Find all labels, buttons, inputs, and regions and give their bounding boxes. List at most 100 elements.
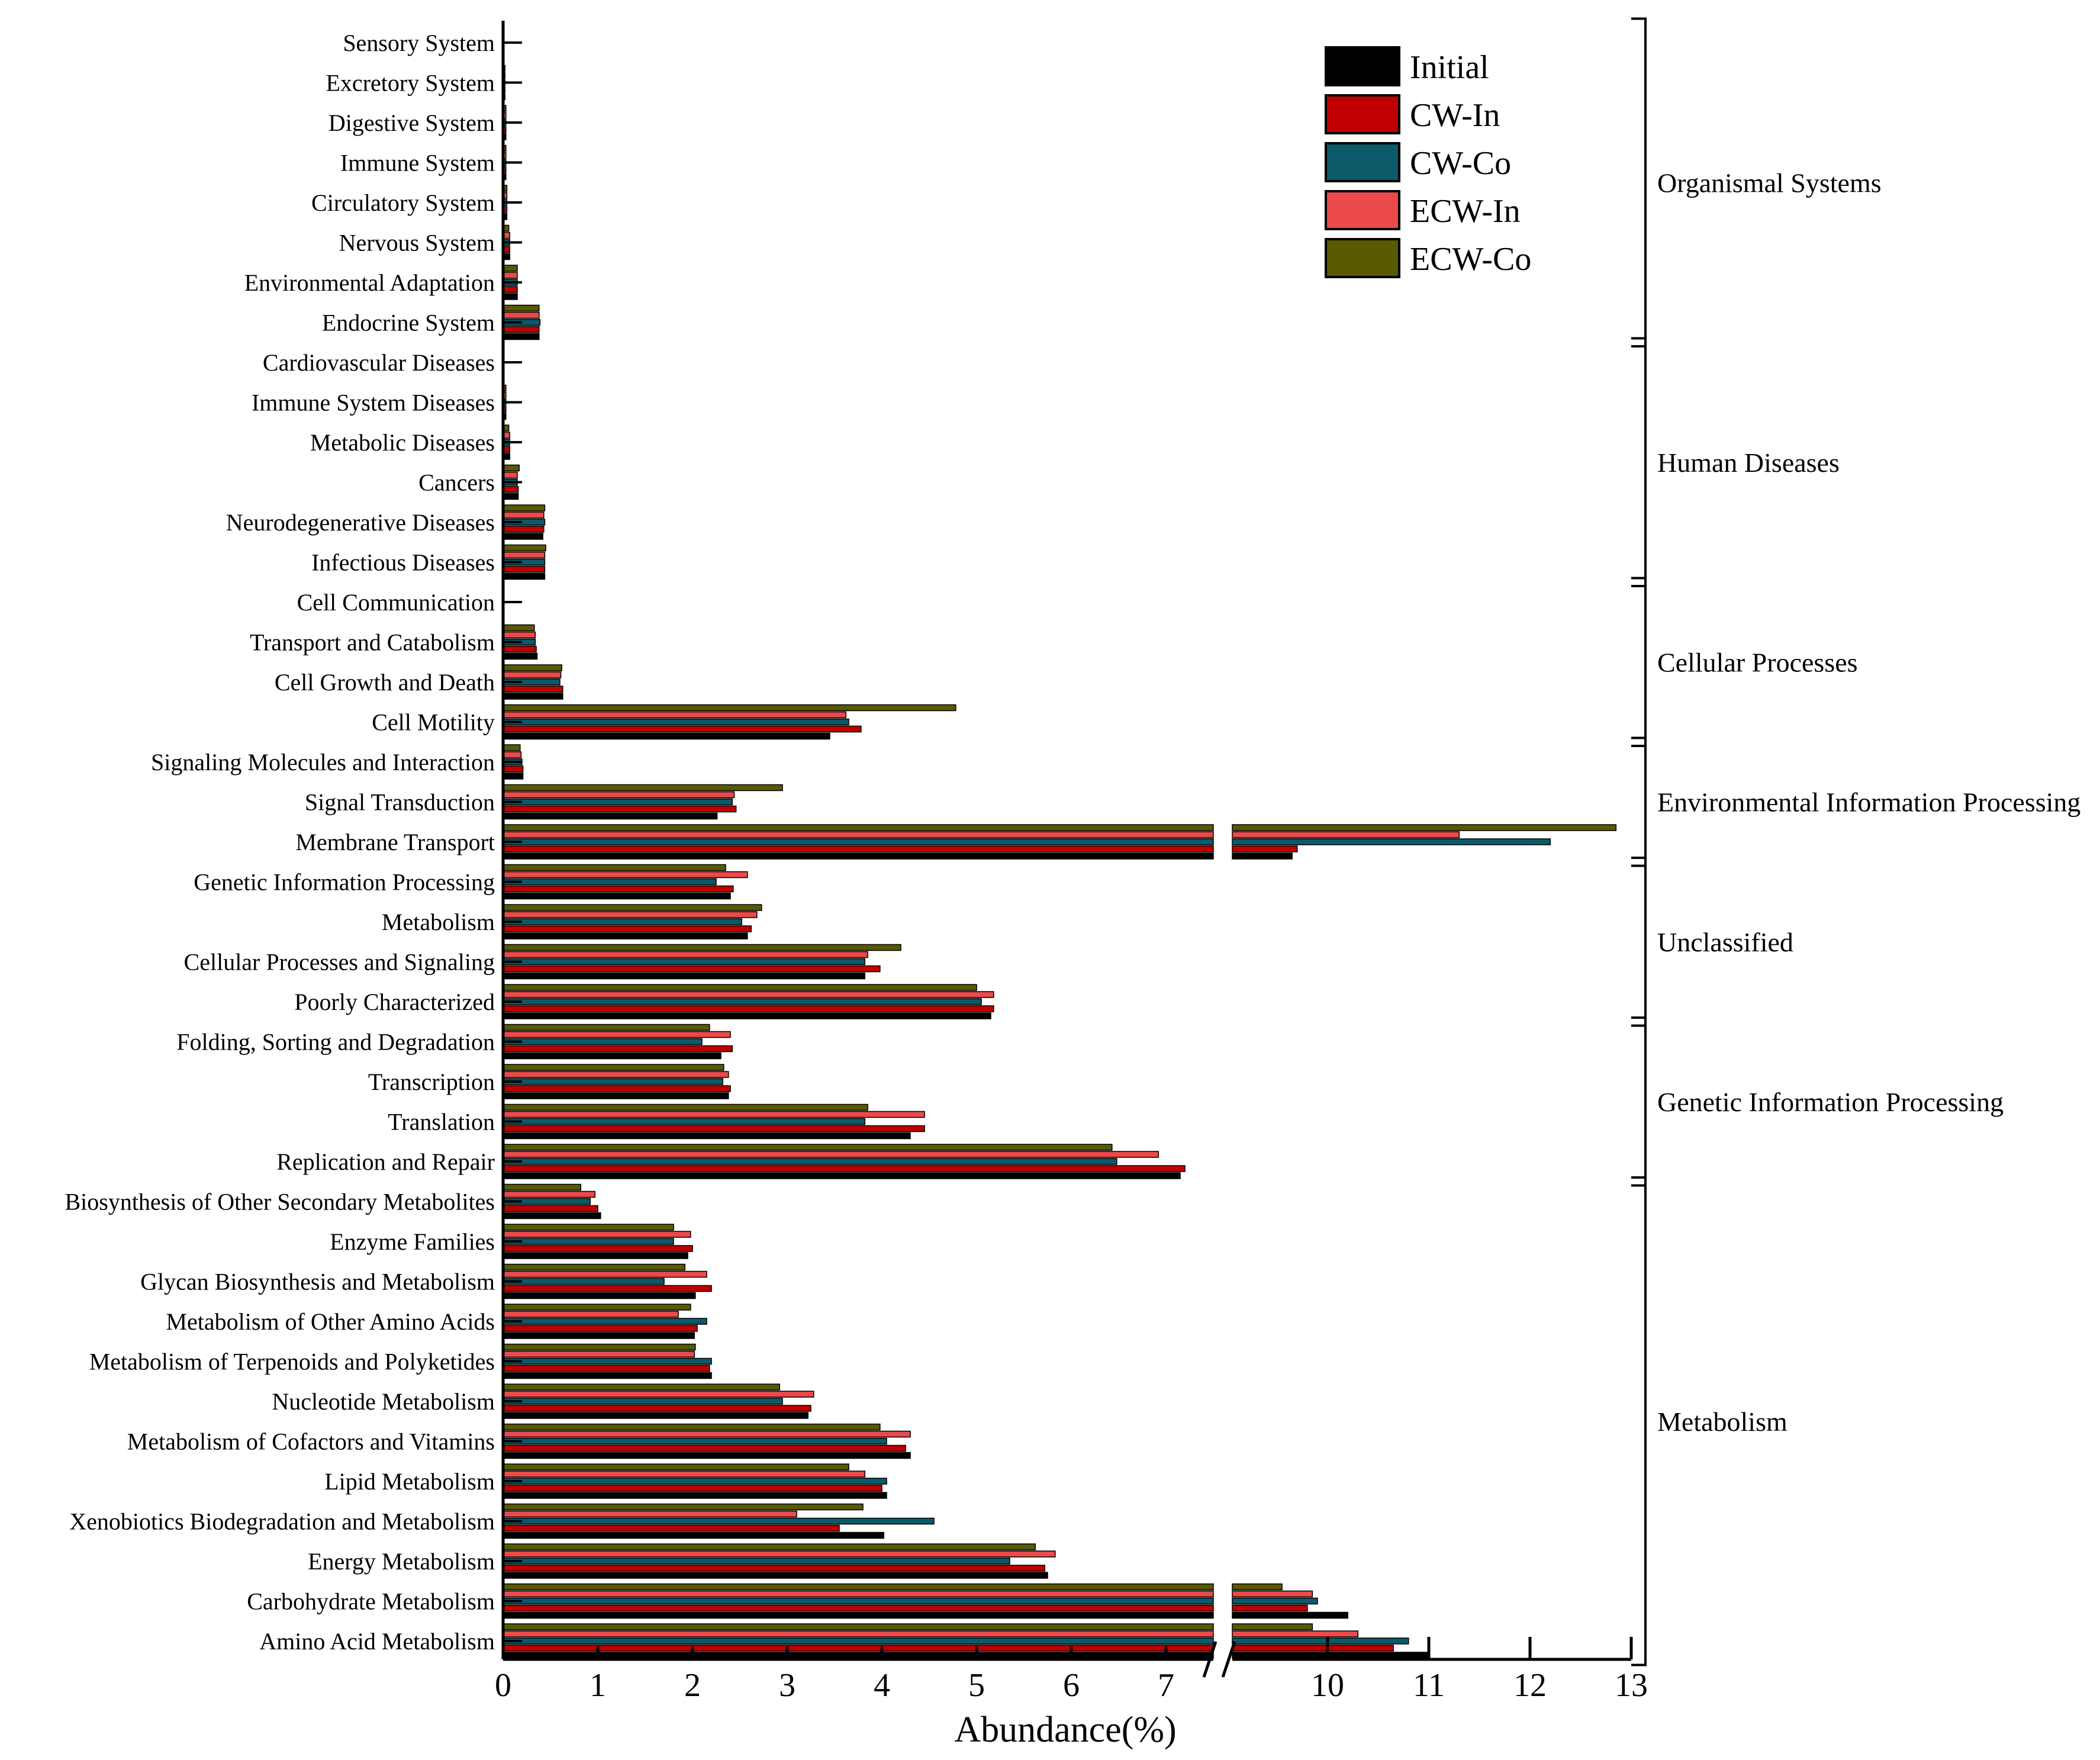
- bar-enzyme-families-cw-in: [503, 1245, 693, 1252]
- bar-metabolism-of-cofactors-and-vitamins-initial: [503, 1452, 911, 1459]
- bar-metabolism-of-other-amino-acids-ecw-in: [503, 1311, 679, 1318]
- bar-cell-motility-cw-in: [503, 725, 862, 733]
- category-label-digestive-system: Digestive System: [328, 110, 495, 136]
- bar-carbohydrate-metabolism-ecw-co-cont: [1232, 1583, 1283, 1591]
- group-bracket-genetic-information-processing: [1631, 1016, 1647, 1187]
- axes-layer: 0 1 2 3 4 5 6 7 10 11 12 13: [495, 21, 1648, 1704]
- bars-layer: [503, 25, 1617, 1659]
- bar-translation-ecw-co: [503, 1103, 868, 1111]
- bar-replication-and-repair-cw-co: [503, 1158, 1117, 1165]
- bar-metabolism-of-cofactors-and-vitamins-cw-in: [503, 1444, 906, 1452]
- bar-biosynthesis-of-other-secondary-metabolites-cw-in: [503, 1205, 598, 1212]
- bar-membrane-transport-ecw-co: [503, 824, 1214, 831]
- bar-xenobiotics-biodegradation-and-metabolism-ecw-in: [503, 1510, 797, 1518]
- legend-swatch-initial: [1325, 46, 1400, 86]
- group-label-human-diseases: Human Diseases: [1657, 448, 1840, 478]
- bar-lipid-metabolism-ecw-co: [503, 1463, 849, 1471]
- bar-transcription-initial: [503, 1092, 729, 1099]
- legend-swatch-ecw-in: [1325, 190, 1400, 230]
- bar-translation-initial: [503, 1132, 911, 1140]
- bar-transport-and-catabolism-initial: [503, 652, 538, 660]
- bar-amino-acid-metabolism-cw-in-cont: [1232, 1645, 1394, 1652]
- category-label-infectious-diseases: Infectious Diseases: [311, 549, 495, 576]
- group-label-cellular-processes: Cellular Processes: [1657, 647, 1858, 677]
- category-label-cell-growth-and-death: Cell Growth and Death: [275, 669, 495, 696]
- bar-infectious-diseases-ecw-in: [503, 551, 546, 559]
- bar-signal-transduction-ecw-in: [503, 791, 735, 799]
- bar-metabolism-of-other-amino-acids-cw-co: [503, 1318, 707, 1325]
- bar-glycan-biosynthesis-and-metabolism-ecw-in: [503, 1270, 707, 1278]
- bar-energy-metabolism-ecw-co: [503, 1543, 1036, 1550]
- group-label-unclassified: Unclassified: [1657, 927, 1793, 957]
- legend-label-initial: Initial: [1410, 49, 1489, 86]
- bar-poorly-characterized-ecw-co: [503, 984, 977, 991]
- bar-environmental-adaptation-ecw-in: [503, 272, 518, 279]
- bar-metabolism-ecw-in: [503, 911, 758, 918]
- category-label-cell-motility: Cell Motility: [372, 709, 495, 736]
- bar-poorly-characterized-cw-co: [503, 998, 982, 1005]
- bar-cell-motility-initial: [503, 732, 830, 740]
- bar-biosynthesis-of-other-secondary-metabolites-ecw-co: [503, 1183, 581, 1191]
- category-label-endocrine-system: Endocrine System: [322, 310, 495, 336]
- bar-environmental-adaptation-initial: [503, 293, 518, 300]
- bar-biosynthesis-of-other-secondary-metabolites-initial: [503, 1212, 601, 1220]
- bar-membrane-transport-ecw-co-cont: [1232, 824, 1617, 831]
- bar-genetic-information-processing-initial: [503, 892, 731, 900]
- axis-break-mark: [1221, 1641, 1236, 1678]
- bar-poorly-characterized-cw-in: [503, 1005, 994, 1012]
- group-bracket-metabolism: [1631, 1176, 1647, 1666]
- legend: Initial CW-In CW-Co ECW-In ECW-Co: [1325, 46, 1531, 278]
- x-tick-label: 4: [874, 1667, 890, 1704]
- x-tick-label: 3: [779, 1667, 795, 1704]
- category-label-nucleotide-metabolism: Nucleotide Metabolism: [272, 1388, 495, 1415]
- category-label-metabolism-of-terpenoids-and-polyketides: Metabolism of Terpenoids and Polyketides: [89, 1349, 495, 1375]
- bar-lipid-metabolism-initial: [503, 1492, 887, 1499]
- bar-genetic-information-processing-cw-co: [503, 878, 717, 886]
- x-tick-label: 13: [1615, 1667, 1648, 1704]
- group-label-genetic-information-processing: Genetic Information Processing: [1657, 1087, 2004, 1117]
- bar-xenobiotics-biodegradation-and-metabolism-cw-co: [503, 1517, 935, 1525]
- bar-folding-sorting-and-degradation-ecw-co: [503, 1024, 710, 1031]
- bar-energy-metabolism-initial: [503, 1572, 1048, 1579]
- bar-folding-sorting-and-degradation-cw-in: [503, 1045, 733, 1053]
- bar-replication-and-repair-cw-in: [503, 1165, 1186, 1172]
- bar-metabolism-of-other-amino-acids-cw-in: [503, 1325, 698, 1332]
- category-label-circulatory-system: Circulatory System: [311, 189, 495, 216]
- bar-poorly-characterized-initial: [503, 1012, 991, 1019]
- category-label-signal-transduction: Signal Transduction: [305, 789, 495, 816]
- bar-enzyme-families-initial: [503, 1252, 688, 1259]
- bar-transcription-ecw-co: [503, 1064, 724, 1071]
- category-label-genetic-information-processing: Genetic Information Processing: [194, 869, 495, 896]
- legend-label-ecw-co: ECW-Co: [1410, 241, 1531, 278]
- category-label-lipid-metabolism: Lipid Metabolism: [324, 1468, 495, 1495]
- bar-metabolism-of-terpenoids-and-polyketides-ecw-co: [503, 1343, 696, 1351]
- bar-carbohydrate-metabolism-ecw-co: [503, 1583, 1214, 1591]
- bar-glycan-biosynthesis-and-metabolism-initial: [503, 1292, 696, 1299]
- bar-glycan-biosynthesis-and-metabolism-ecw-co: [503, 1263, 685, 1271]
- bar-enzyme-families-ecw-co: [503, 1224, 674, 1231]
- bar-signal-transduction-cw-co: [503, 798, 733, 806]
- category-label-signaling-molecules-and-interaction: Signaling Molecules and Interaction: [151, 749, 495, 776]
- bar-metabolism-of-cofactors-and-vitamins-ecw-co: [503, 1423, 881, 1431]
- bar-membrane-transport-ecw-in: [503, 831, 1214, 838]
- x-tick-label: 7: [1158, 1667, 1174, 1704]
- bar-membrane-transport-initial: [503, 852, 1214, 860]
- bar-genetic-information-processing-cw-in: [503, 885, 734, 893]
- bar-metabolism-of-terpenoids-and-polyketides-cw-in: [503, 1365, 710, 1372]
- x-tick-label: 1: [590, 1667, 606, 1704]
- axis-break-mark: [1202, 1641, 1218, 1678]
- bar-cell-motility-cw-co: [503, 718, 849, 726]
- group-bracket-human-diseases: [1631, 337, 1647, 587]
- bar-amino-acid-metabolism-initial-cont: [1232, 1652, 1429, 1659]
- category-label-cell-communication: Cell Communication: [297, 589, 495, 616]
- bar-lipid-metabolism-cw-in: [503, 1485, 882, 1492]
- bar-nucleotide-metabolism-ecw-co: [503, 1383, 780, 1391]
- category-label-carbohydrate-metabolism: Carbohydrate Metabolism: [247, 1588, 495, 1615]
- x-tick-label: 10: [1311, 1667, 1344, 1704]
- bar-metabolism-ecw-co: [503, 904, 762, 911]
- bar-membrane-transport-cw-in-cont: [1232, 845, 1298, 852]
- x-tick-label: 2: [684, 1667, 701, 1704]
- bar-membrane-transport-cw-co: [503, 838, 1214, 845]
- bar-membrane-transport-initial-cont: [1232, 852, 1293, 860]
- bar-carbohydrate-metabolism-ecw-in: [503, 1590, 1214, 1598]
